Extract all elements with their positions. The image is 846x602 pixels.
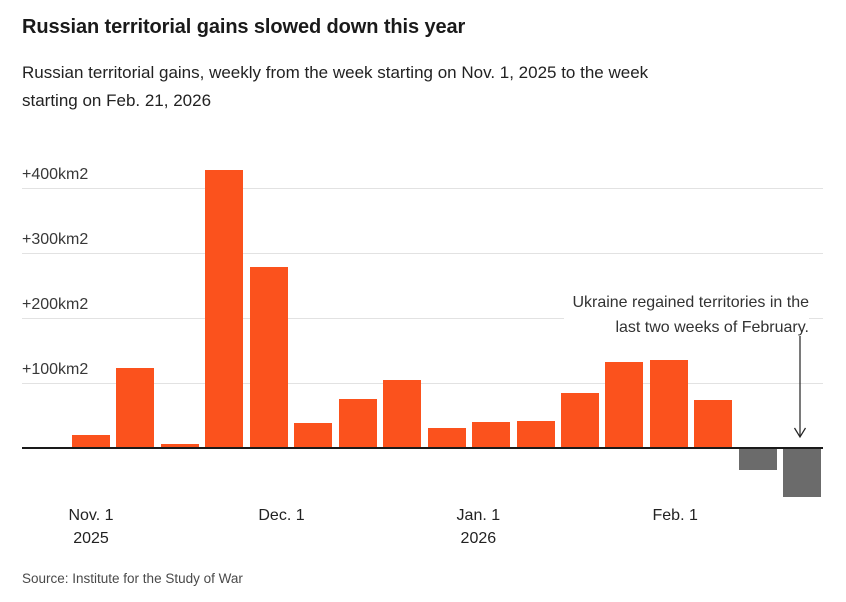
bar-week-nov-15 (160, 444, 199, 448)
bar-week-jan-3 (472, 421, 511, 448)
bar-week-dec-13 (338, 399, 377, 448)
x-tick-year-label: 2026 (460, 530, 497, 547)
bar-week-feb-21 (783, 449, 822, 498)
y-tick-label-400: +400km2 (22, 165, 93, 184)
zero-baseline (22, 447, 823, 449)
bar-week-jan-24 (605, 362, 644, 448)
annotation-label: Ukraine regained territories in the last… (564, 290, 809, 340)
x-tick-label: Jan. 1 (456, 507, 501, 524)
gridline-200 (22, 317, 823, 319)
chart-subtitle: Russian territorial gains, weekly from t… (22, 59, 648, 115)
bar-week-nov-22 (205, 170, 244, 448)
x-tick-dec-1: Dec. 1 (258, 504, 304, 527)
bar-week-jan-17 (560, 392, 599, 448)
bar-week-dec-27 (427, 428, 466, 448)
bar-week-nov-29 (249, 267, 288, 448)
x-tick-label: Dec. 1 (258, 507, 305, 524)
bar-week-dec-20 (383, 379, 422, 448)
bar-week-feb-14 (738, 449, 777, 471)
x-tick-jan-1: Jan. 1 2026 (457, 504, 501, 550)
bar-week-jan-31 (649, 360, 688, 448)
bar-week-dec-6 (294, 422, 333, 448)
x-tick-label: Nov. 1 (68, 507, 114, 524)
subtitle-line-2: starting on Feb. 21, 2026 (22, 91, 212, 110)
bar-week-nov-1 (72, 434, 110, 448)
annotation-line-1: Ukraine regained territories in the (572, 294, 809, 311)
subtitle-line-1: Russian territorial gains, weekly from t… (22, 63, 649, 82)
source-credit: Source: Institute for the Study of War (22, 571, 243, 586)
x-tick-year-label: 2025 (73, 530, 109, 547)
y-tick-label-100: +100km2 (22, 360, 93, 379)
down-arrow-icon (793, 336, 807, 439)
gridline-300 (22, 252, 823, 254)
gridline-100 (22, 382, 823, 384)
page-title: Russian territorial gains slowed down th… (22, 16, 466, 38)
x-tick-nov-1: Nov. 1 2025 (68, 504, 113, 550)
bar-week-nov-8 (116, 367, 155, 448)
annotation-line-2: last two weeks of February. (615, 319, 809, 336)
gridline-400 (22, 187, 823, 189)
bar-week-jan-10 (516, 421, 555, 448)
y-tick-label-200: +200km2 (22, 295, 93, 314)
bar-week-feb-7 (694, 400, 733, 448)
x-tick-feb-1: Feb. 1 (653, 504, 698, 527)
x-tick-label: Feb. 1 (652, 507, 698, 524)
y-tick-label-300: +300km2 (22, 230, 93, 249)
